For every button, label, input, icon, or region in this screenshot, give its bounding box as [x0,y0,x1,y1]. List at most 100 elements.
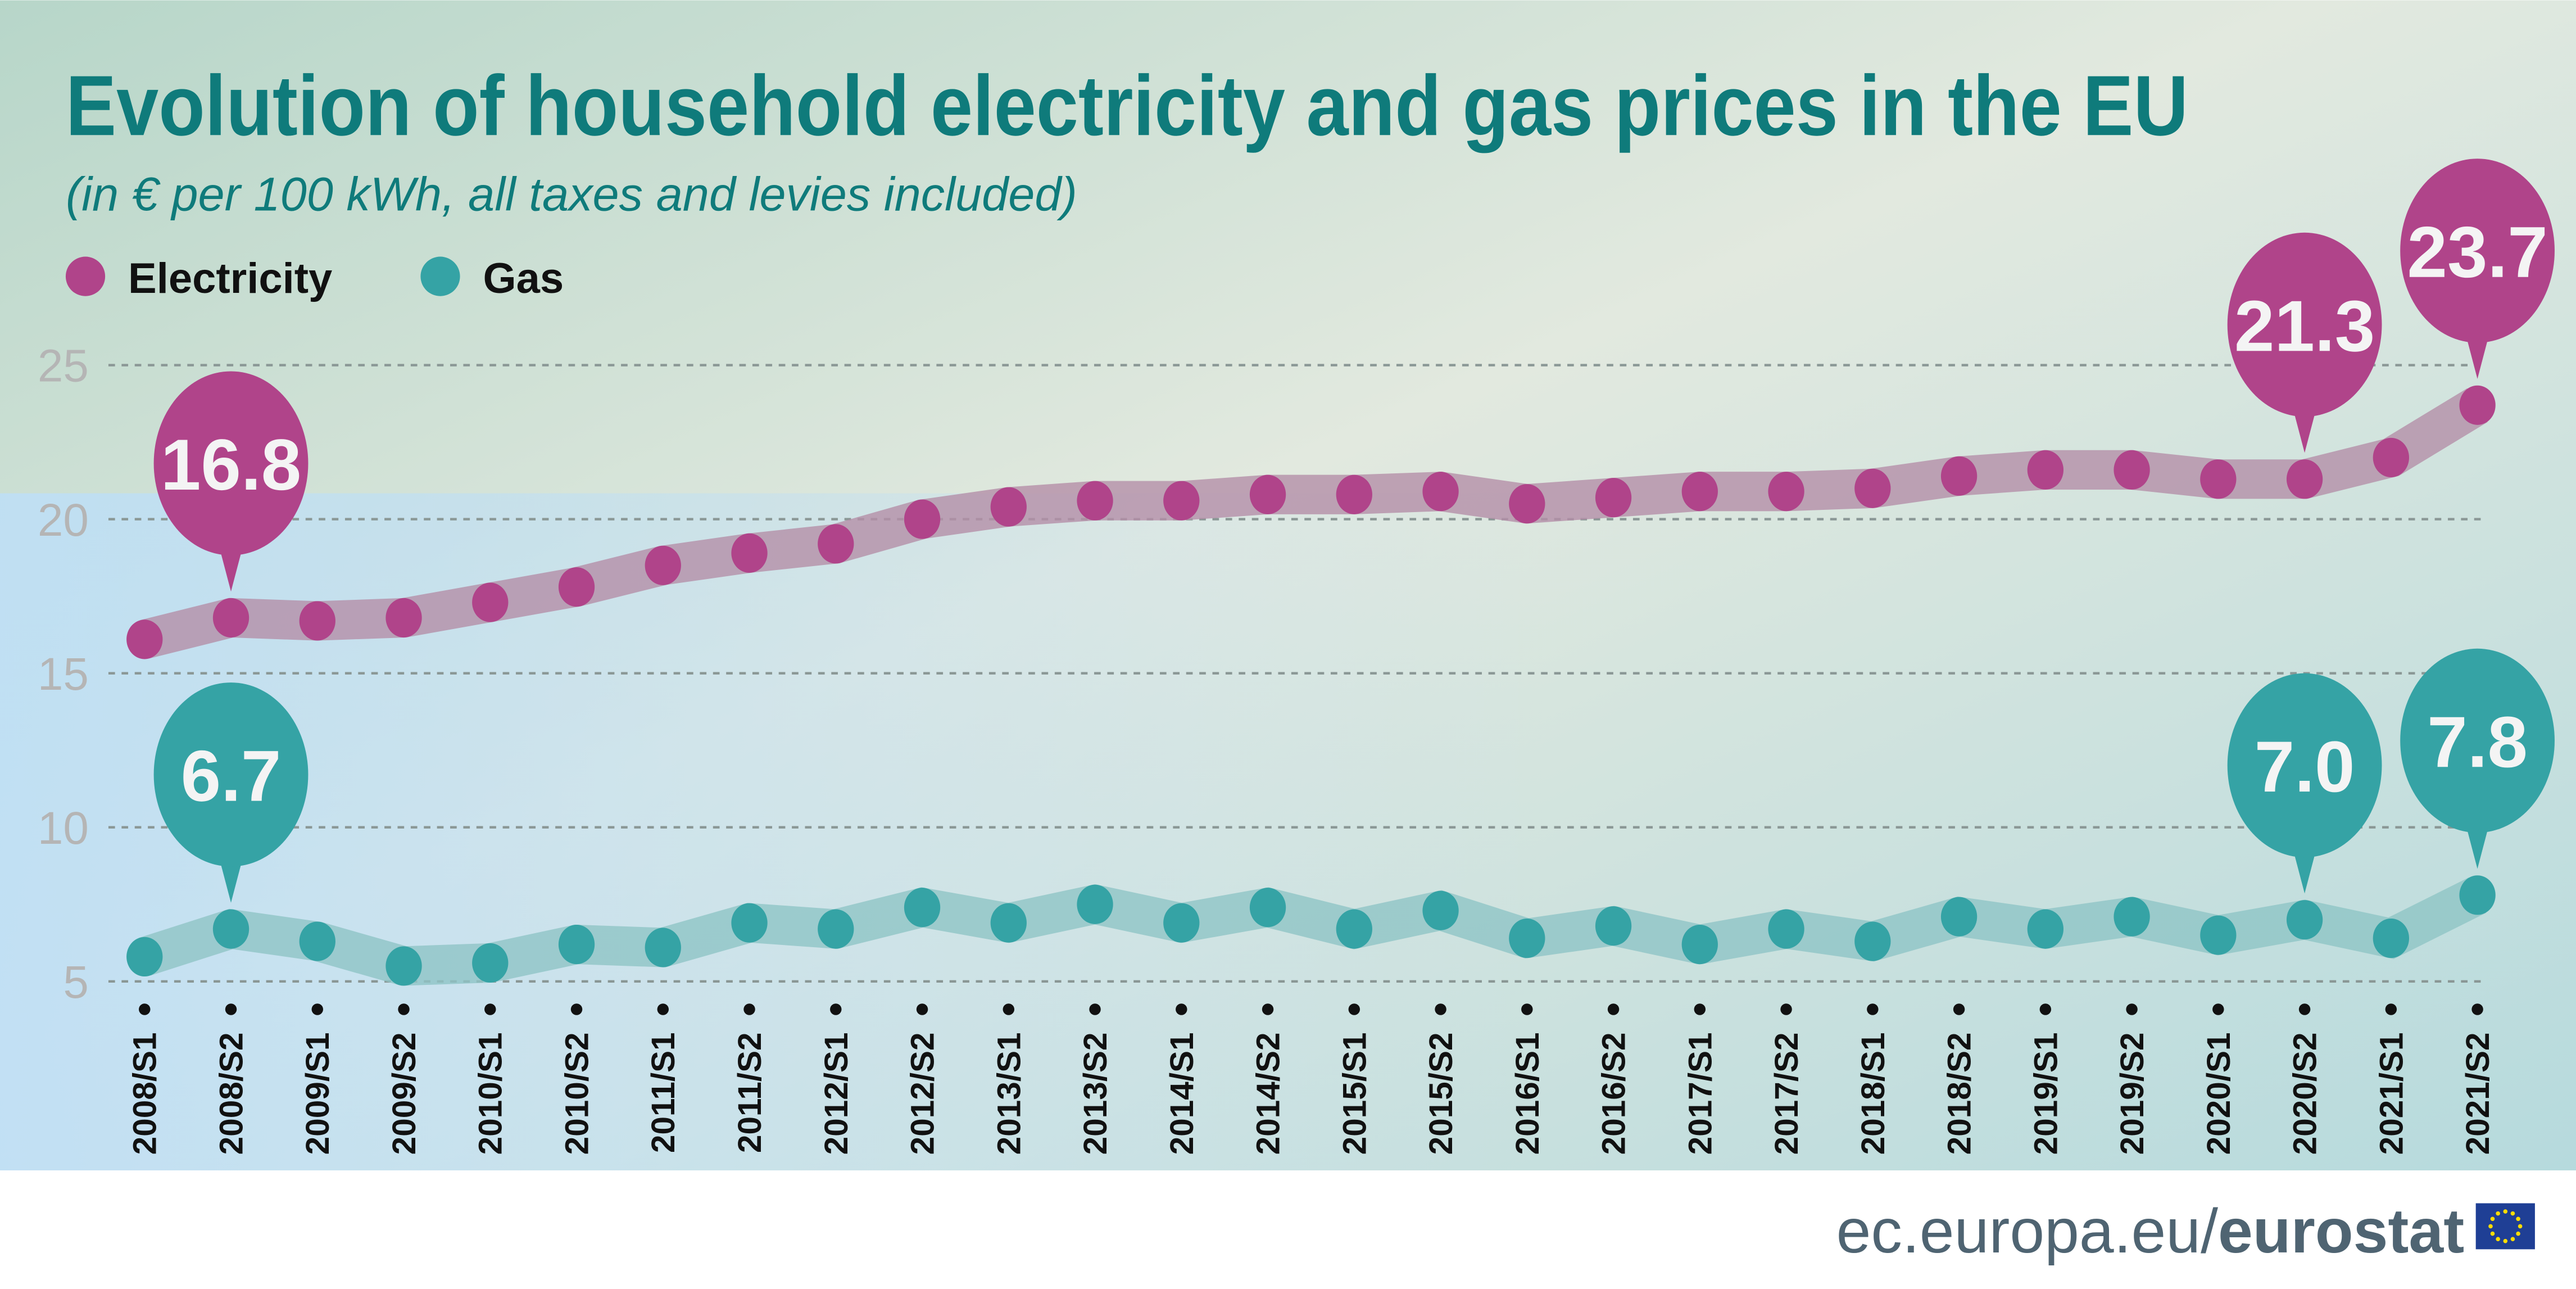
x-tick-dot [1089,1003,1101,1015]
callout-bubble [2400,648,2555,833]
footer: ec.europa.eu/eurostat [1836,1196,2535,1266]
eu-star [2496,1211,2500,1216]
data-point-electricity [1940,456,1978,496]
callout-label: 21.3 [2234,286,2375,367]
data-point-gas [126,937,163,977]
x-tick-label: 2017/S2 [1768,1032,1805,1155]
y-tick-label: 25 [38,341,89,392]
x-tick-dot [398,1003,410,1015]
data-point-electricity [299,601,335,641]
data-point-electricity [212,598,250,638]
x-tick-dot [2212,1003,2224,1015]
x-tick-label: 2019/S2 [2114,1032,2151,1155]
data-point-electricity [2114,450,2150,490]
callout-bubble [2400,159,2555,343]
x-tick-label: 2008/S1 [127,1032,164,1155]
data-point-electricity [2459,385,2496,425]
data-point-gas [212,909,250,949]
x-tick-dot [1003,1003,1015,1015]
x-tick-dot [2471,1003,2483,1015]
x-tick-dot [1176,1003,1187,1015]
data-point-gas [818,909,854,949]
x-tick-dot [1607,1003,1620,1015]
callout-label: 7.0 [2255,727,2355,807]
x-tick-dot [1867,1003,1879,1015]
eu-star [2510,1211,2515,1216]
x-tick-dot [1694,1003,1706,1015]
footer-brand: eurostat [2218,1196,2464,1266]
series [126,385,2496,986]
eu-flag-logo [2475,1203,2535,1250]
x-tick-label: 2021/S2 [2460,1032,2496,1155]
x-tick-label: 2016/S1 [1509,1032,1546,1155]
footer-url[interactable]: ec.europa.eu/eurostat [1836,1196,2465,1266]
gridlines [108,364,2481,983]
callout-electricity: 21.3 [2227,232,2382,453]
eu-star [2496,1237,2500,1241]
x-tick-dot [2039,1003,2052,1015]
y-tick-label: 5 [63,957,89,1008]
x-tick-label: 2018/S1 [1855,1032,1892,1155]
x-axis: 2008/S1 2008/S2 2009/S1 2009/S2 2010/S1 2010/… [127,1003,2496,1155]
legend: Electricity Gas [65,255,564,302]
data-point-gas [1422,890,1459,930]
eu-star [2503,1209,2508,1214]
data-point-gas [1854,921,1891,961]
data-point-electricity [1077,481,1113,521]
data-point-electricity [818,524,854,564]
x-tick-label: 2016/S2 [1596,1032,1632,1155]
callout-label: 16.8 [161,425,301,505]
data-point-gas [472,943,509,983]
x-tick-label: 2018/S2 [1942,1032,1978,1155]
eu-star [2488,1224,2493,1229]
x-tick-label: 2013/S2 [1077,1032,1114,1155]
x-tick-dot [2385,1003,2397,1015]
x-tick-dot [916,1003,928,1015]
data-point-gas [1077,884,1113,924]
x-tick-dot [743,1003,755,1015]
data-point-electricity [386,598,422,638]
x-tick-dot [139,1003,151,1015]
data-point-gas [1681,924,1718,965]
eu-star [2516,1216,2520,1222]
data-point-gas [731,903,768,943]
data-point-electricity [1681,472,1718,512]
data-point-gas [386,946,422,986]
x-tick-label: 2015/S2 [1423,1032,1459,1155]
eu-star [2490,1231,2495,1236]
footer-site: ec.europa.eu/ [1836,1196,2218,1266]
data-point-electricity [904,499,941,539]
data-point-electricity [126,619,163,659]
callout-label: 6.7 [181,736,282,817]
x-tick-label: 2013/S1 [991,1032,1027,1155]
callout-gas: 7.0 [2227,673,2382,894]
callout-label: 7.8 [2427,702,2528,783]
callouts: 16.8 21.3 23.7 6.7 7.0 7.8 [153,159,2555,903]
data-point-electricity [1163,481,1200,521]
y-tick-label: 10 [38,803,89,854]
x-tick-dot [1521,1003,1533,1015]
callout-bubble [153,682,309,867]
eu-star [2518,1224,2523,1229]
data-point-electricity [990,487,1027,527]
x-tick-dot [1435,1003,1446,1015]
data-point-gas [1595,906,1632,946]
x-tick-dot [484,1003,496,1015]
data-point-gas [1940,897,1978,937]
data-point-electricity [558,567,595,607]
x-tick-dot [1262,1003,1274,1015]
x-tick-label: 2019/S1 [2028,1032,2064,1155]
data-point-electricity [1595,478,1632,518]
x-tick-label: 2012/S1 [818,1032,855,1155]
y-axis: 5 10 15 20 25 [38,341,89,1008]
data-point-gas [990,903,1027,943]
data-point-electricity [1854,468,1891,508]
data-point-gas [904,888,941,928]
x-tick-label: 2014/S2 [1250,1032,1287,1155]
data-point-electricity [1768,472,1804,512]
x-tick-label: 2015/S1 [1336,1032,1373,1155]
x-tick-label: 2011/S2 [732,1032,768,1153]
footer-band [0,1170,2576,1289]
callout-gas: 6.7 [153,682,309,903]
